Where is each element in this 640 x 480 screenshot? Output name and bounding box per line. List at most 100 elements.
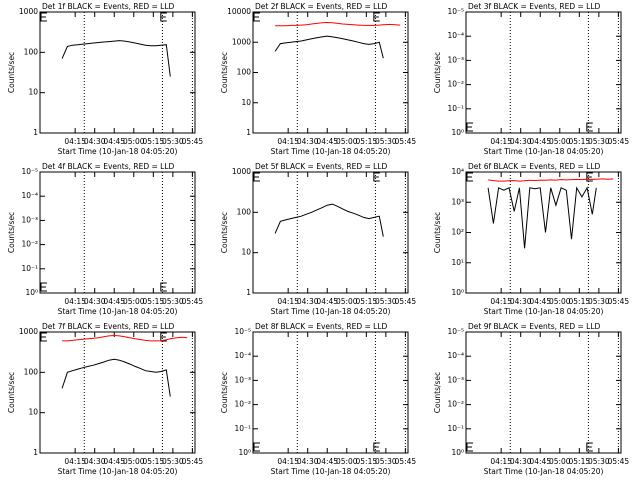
y-axis-label: Counts/sec	[220, 212, 229, 253]
x-tick-label: 04:30	[84, 137, 106, 146]
x-tick-label: 05:45	[395, 137, 417, 146]
e-marker	[253, 172, 260, 182]
y-tick-label: 10³	[451, 197, 464, 206]
x-tick-label: 05:45	[608, 457, 630, 466]
e-marker	[466, 442, 473, 452]
plot-frame	[465, 11, 622, 134]
x-tick-label: 04:45	[316, 297, 338, 306]
x-tick-label: 04:30	[84, 457, 106, 466]
y-tick-label: 10⁰	[451, 448, 464, 457]
x-tick-label: 04:15	[64, 297, 86, 306]
y-tick-label: 10	[28, 408, 38, 417]
x-tick-label: 04:45	[529, 297, 551, 306]
x-tick-label: 04:45	[529, 137, 551, 146]
x-tick-label: 04:30	[297, 297, 319, 306]
y-tick-label: 10⁻¹	[234, 424, 251, 433]
x-tick-label: 04:45	[316, 137, 338, 146]
x-axis-label: Start Time (10-Jan-18 04:05:20)	[271, 147, 391, 156]
x-tick-label: 04:15	[490, 297, 512, 306]
x-tick-label: 05:00	[549, 137, 571, 146]
e-marker	[373, 442, 380, 452]
series-line	[62, 334, 188, 342]
x-tick-label: 04:15	[277, 457, 299, 466]
y-tick-label: 1000	[19, 327, 38, 336]
x-tick-label: 05:45	[182, 297, 204, 306]
x-tick-label: 05:15	[143, 457, 165, 466]
e-marker	[253, 12, 260, 22]
y-axis-label: Counts/sec	[7, 212, 16, 253]
y-tick-label: 10⁻⁵	[234, 327, 251, 336]
x-tick-label: 05:00	[549, 457, 571, 466]
chart-title: Det 5f BLACK = Events, RED = LLD	[255, 162, 388, 171]
x-tick-label: 04:15	[490, 457, 512, 466]
y-tick-label: 1000	[232, 167, 251, 176]
x-tick-label: 05:30	[588, 137, 610, 146]
e-marker	[586, 122, 593, 132]
y-axis-label: Counts/sec	[433, 52, 442, 93]
x-axis-label: Start Time (10-Jan-18 04:05:20)	[484, 467, 604, 476]
y-axis-label: Counts/sec	[433, 372, 442, 413]
chart-title: Det 9f BLACK = Events, RED = LLD	[468, 322, 601, 331]
y-tick-label: 10⁻⁴	[447, 31, 464, 40]
y-tick-label: 10000	[227, 7, 251, 16]
x-tick-label: 05:15	[356, 137, 378, 146]
y-tick-label: 10⁴	[451, 167, 464, 176]
plot-frame	[252, 171, 409, 294]
y-tick-label: 100	[237, 207, 252, 216]
y-tick-label: 10⁰	[451, 128, 464, 137]
plot-frame	[465, 331, 622, 454]
x-tick-label: 05:00	[336, 137, 358, 146]
series-line	[61, 358, 171, 397]
x-tick-label: 05:45	[608, 297, 630, 306]
x-tick-label: 05:45	[608, 137, 630, 146]
x-axis-label: Start Time (10-Jan-18 04:05:20)	[58, 147, 178, 156]
e-marker	[160, 12, 167, 22]
y-tick-label: 1	[33, 448, 38, 457]
y-tick-label: 10	[28, 88, 38, 97]
y-axis-label: Counts/sec	[433, 212, 442, 253]
series-line	[61, 40, 171, 77]
e-marker	[40, 12, 47, 22]
x-tick-label: 05:45	[182, 137, 204, 146]
x-tick-label: 04:45	[529, 457, 551, 466]
x-tick-label: 04:45	[103, 297, 125, 306]
plot-frame	[39, 331, 196, 454]
plot-frame	[252, 331, 409, 454]
chart-title: Det 1f BLACK = Events, RED = LLD	[42, 2, 175, 11]
y-tick-label: 10⁻⁵	[21, 167, 38, 176]
y-tick-label: 10⁻²	[234, 400, 251, 409]
x-tick-label: 05:30	[162, 137, 184, 146]
y-tick-label: 10⁻⁴	[21, 191, 38, 200]
chart-title: Det 4f BLACK = Events, RED = LLD	[42, 162, 175, 171]
y-tick-label: 100	[24, 47, 39, 56]
e-marker	[373, 12, 380, 22]
y-tick-label: 10	[241, 248, 251, 257]
x-axis-label: Start Time (10-Jan-18 04:05:20)	[58, 307, 178, 316]
y-tick-label: 1	[246, 128, 251, 137]
e-marker	[253, 442, 260, 452]
x-tick-label: 05:15	[356, 297, 378, 306]
y-axis-label: Counts/sec	[7, 372, 16, 413]
y-tick-label: 10⁻³	[234, 375, 251, 384]
x-tick-label: 05:00	[123, 297, 145, 306]
y-tick-label: 10⁻⁵	[447, 327, 464, 336]
y-tick-label: 10	[241, 98, 251, 107]
x-tick-label: 05:30	[375, 457, 397, 466]
series-line	[487, 186, 597, 249]
plot-frame	[465, 171, 622, 294]
x-tick-label: 05:15	[356, 457, 378, 466]
x-tick-label: 05:45	[182, 457, 204, 466]
y-tick-label: 10⁻¹	[21, 264, 38, 273]
chart-title: Det 3f BLACK = Events, RED = LLD	[468, 2, 601, 11]
y-tick-label: 10⁻²	[447, 400, 464, 409]
e-marker	[40, 332, 47, 342]
x-tick-label: 04:30	[510, 457, 532, 466]
x-tick-label: 05:00	[336, 457, 358, 466]
x-tick-label: 05:30	[375, 137, 397, 146]
y-tick-label: 1000	[232, 37, 251, 46]
x-tick-label: 05:30	[162, 457, 184, 466]
y-tick-label: 10⁻⁴	[234, 351, 251, 360]
x-tick-label: 05:30	[588, 457, 610, 466]
y-axis-label: Counts/sec	[7, 52, 16, 93]
